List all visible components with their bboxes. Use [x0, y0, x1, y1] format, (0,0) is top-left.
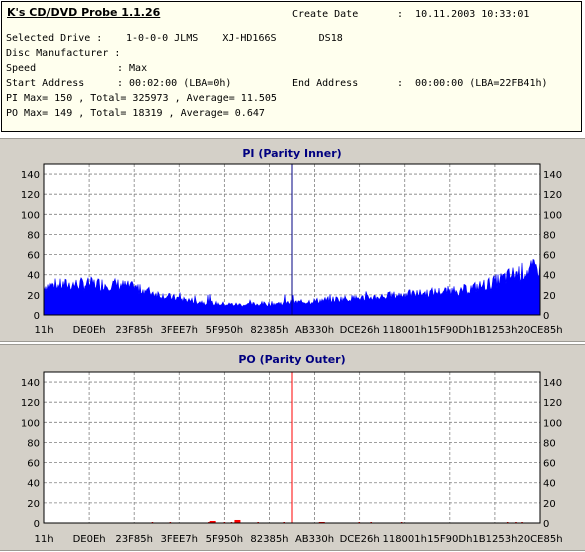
start-address-label: Start Address [6, 78, 85, 89]
drive-value: 1-0-0-0 JLMS XJ-HD166S DS18 [126, 33, 343, 44]
po-ytick-right: 40 [543, 479, 556, 490]
pi-plot-frame [43, 163, 541, 316]
pi-xtick-label: DE0Eh [73, 325, 106, 336]
pi-xtick-label: 3FEE7h [161, 325, 198, 336]
pi-chart: PI (Parity Inner) 0 0 20 20 40 40 60 60 80 80 100 10… [21, 147, 563, 336]
end-address-label: End Address [292, 78, 359, 89]
po-ytick-left: 140 [21, 378, 40, 389]
pi-ytick-left: 60 [27, 251, 40, 262]
pi-ytick-right: 80 [543, 230, 556, 241]
pi-summary: PI Max= 150 , Total= 325973 , Average= 1… [6, 93, 277, 104]
pi-ytick-right: 60 [543, 251, 556, 262]
po-ytick-left: 60 [27, 459, 40, 470]
pi-xtick-label: 5F950h [206, 325, 244, 336]
po-chart-title: PO (Parity Outer) [238, 353, 345, 366]
pi-ytick-left: 120 [21, 190, 40, 201]
pi-ytick-right: 20 [543, 291, 556, 302]
pi-xtick-label: DCE26h [340, 325, 380, 336]
manufacturer-label: Disc Manufacturer : [6, 48, 121, 59]
pi-ytick-right: 140 [543, 170, 562, 181]
pi-xtick-label: 15F90Dh [427, 325, 472, 336]
po-xtick-label: AB330h [295, 534, 334, 545]
drive-label: Selected Drive : [6, 33, 103, 44]
po-xtick-label: 82385h [250, 534, 288, 545]
po-chart-panel: PO (Parity Outer) 0 0 20 20 40 40 60 60 80 80 100 10… [0, 344, 585, 551]
start-address-value: : 00:02:00 (LBA=0h) [117, 78, 232, 89]
pi-xtick-label: 23F85h [115, 325, 153, 336]
pi-ytick-right: 0 [543, 311, 549, 322]
info-panel: K's CD/DVD Probe 1.1.26 Create Date : 10… [1, 1, 582, 132]
po-xtick-label: 5F950h [206, 534, 244, 545]
po-xtick-label: 1B1253h [472, 534, 517, 545]
pi-xtick-label: 118001h [382, 325, 427, 336]
po-xtick-label: 15F90Dh [427, 534, 472, 545]
speed-value: : Max [117, 63, 148, 74]
speed-label: Speed [6, 63, 37, 74]
po-ytick-right: 60 [543, 459, 556, 470]
pi-xtick-label: 20CE85h [517, 325, 562, 336]
po-summary: PO Max= 149 , Total= 18319 , Average= 0.… [6, 108, 265, 119]
po-ytick-right: 140 [543, 378, 562, 389]
pi-ytick-right: 100 [543, 210, 562, 221]
po-xtick-label: 11h [34, 534, 53, 545]
pi-ytick-left: 140 [21, 170, 40, 181]
po-xtick-label: 3FEE7h [161, 534, 198, 545]
po-ytick-left: 40 [27, 479, 40, 490]
pi-chart-panel: PI (Parity Inner) 0 0 20 20 40 40 60 60 80 80 100 10… [0, 138, 585, 342]
po-ytick-right: 80 [543, 438, 556, 449]
pi-chart-title: PI (Parity Inner) [242, 147, 341, 160]
po-bar [318, 521, 325, 523]
po-xtick-label: 20CE85h [517, 534, 562, 545]
po-ytick-right: 0 [543, 519, 549, 530]
pi-ytick-left: 100 [21, 210, 40, 221]
po-plot-frame [43, 371, 541, 524]
po-ytick-right: 100 [543, 418, 562, 429]
po-bar [234, 519, 241, 523]
po-xtick-label: DE0Eh [73, 534, 106, 545]
po-chart: PO (Parity Outer) 0 0 20 20 40 40 60 60 80 80 100 10… [21, 353, 563, 545]
po-ytick-right: 20 [543, 499, 556, 510]
create-date-value: : 10.11.2003 10:33:01 [397, 9, 530, 20]
pi-ytick-left: 0 [34, 311, 40, 322]
pi-xtick-label: 11h [34, 325, 53, 336]
pi-xtick-label: 1B1253h [472, 325, 517, 336]
po-bar [209, 520, 216, 523]
po-xtick-label: 118001h [382, 534, 427, 545]
po-ytick-left: 120 [21, 398, 40, 409]
app-title: K's CD/DVD Probe 1.1.26 [7, 6, 161, 19]
pi-ytick-right: 40 [543, 271, 556, 282]
po-ytick-left: 0 [34, 519, 40, 530]
pi-ytick-left: 40 [27, 271, 40, 282]
po-ytick-right: 120 [543, 398, 562, 409]
po-ytick-left: 20 [27, 499, 40, 510]
create-date-label: Create Date [292, 9, 359, 20]
pi-ytick-left: 80 [27, 230, 40, 241]
po-ytick-left: 80 [27, 438, 40, 449]
pi-ytick-right: 120 [543, 190, 562, 201]
po-xtick-label: 23F85h [115, 534, 153, 545]
pi-ytick-left: 20 [27, 291, 40, 302]
pi-xtick-label: AB330h [295, 325, 334, 336]
po-xtick-label: DCE26h [340, 534, 380, 545]
pi-xtick-label: 82385h [250, 325, 288, 336]
end-address-value: : 00:00:00 (LBA=22FB41h) [397, 78, 548, 89]
po-ytick-left: 100 [21, 418, 40, 429]
